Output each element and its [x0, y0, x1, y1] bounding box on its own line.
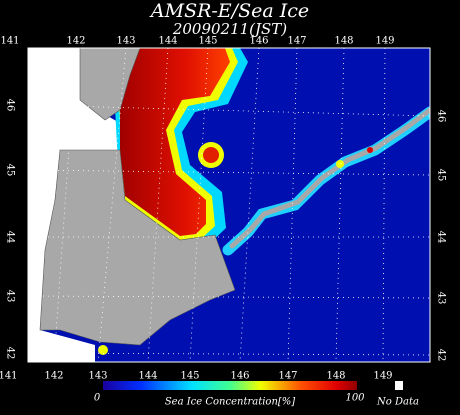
- parallel: [28, 352, 430, 356]
- ice-spot: [367, 147, 373, 153]
- colorbar-max: 100: [345, 393, 365, 404]
- no-data-area: [28, 48, 120, 362]
- top-longitude: 145: [198, 36, 217, 47]
- colorbar-title: Sea Ice Concentration[%]: [165, 397, 295, 408]
- left-latitude: 45: [5, 164, 16, 177]
- right-latitude: 42: [436, 349, 447, 362]
- ice-eddy-core: [203, 147, 219, 163]
- top-longitude: 143: [116, 36, 135, 47]
- map-frame: [27, 47, 431, 363]
- map-area: [28, 48, 430, 362]
- no-data-label: No Data: [376, 397, 419, 408]
- bottom-longitude: 148: [326, 371, 345, 382]
- left-latitude: 46: [5, 99, 16, 112]
- left-latitude: 42: [5, 347, 16, 360]
- bottom-longitude: 144: [138, 371, 157, 382]
- parallel: [28, 295, 430, 299]
- bottom-longitude: 141: [0, 371, 18, 382]
- ice-spot: [336, 160, 344, 168]
- top-longitude: 141: [0, 36, 19, 47]
- kuril-islands: [229, 107, 430, 249]
- parallel: [28, 104, 430, 117]
- bottom-longitude: 149: [373, 371, 392, 382]
- top-longitude: 148: [334, 36, 353, 47]
- top-longitude: 146: [249, 36, 268, 47]
- left-latitude: 43: [5, 290, 16, 303]
- title: AMSR-E/Sea Ice: [149, 0, 309, 22]
- bottom-longitude: 142: [44, 371, 63, 382]
- colorbar-min: 0: [94, 393, 101, 404]
- right-latitude: 44: [436, 231, 447, 244]
- top-longitude: 142: [66, 36, 85, 47]
- top-longitude: 144: [158, 36, 177, 47]
- right-latitude: 45: [436, 169, 447, 182]
- left-latitude: 44: [5, 231, 16, 244]
- sakhalin: [79, 48, 141, 121]
- colorbar: [103, 381, 357, 390]
- sea-ice: [120, 48, 230, 236]
- ice-spot: [98, 345, 108, 355]
- grid: [28, 48, 430, 362]
- top-longitude: 147: [287, 36, 306, 47]
- bottom-longitude: 146: [230, 371, 249, 382]
- right-latitude: 46: [436, 110, 447, 123]
- bottom-longitude: 145: [180, 371, 199, 382]
- no-data-swatch: [395, 381, 403, 390]
- date: 20090211(JST): [172, 20, 287, 38]
- top-longitude: 149: [375, 36, 394, 47]
- bottom-longitude: 147: [278, 371, 297, 382]
- right-latitude: 43: [436, 292, 447, 305]
- parallel: [28, 169, 430, 176]
- bottom-longitude: 143: [88, 371, 107, 382]
